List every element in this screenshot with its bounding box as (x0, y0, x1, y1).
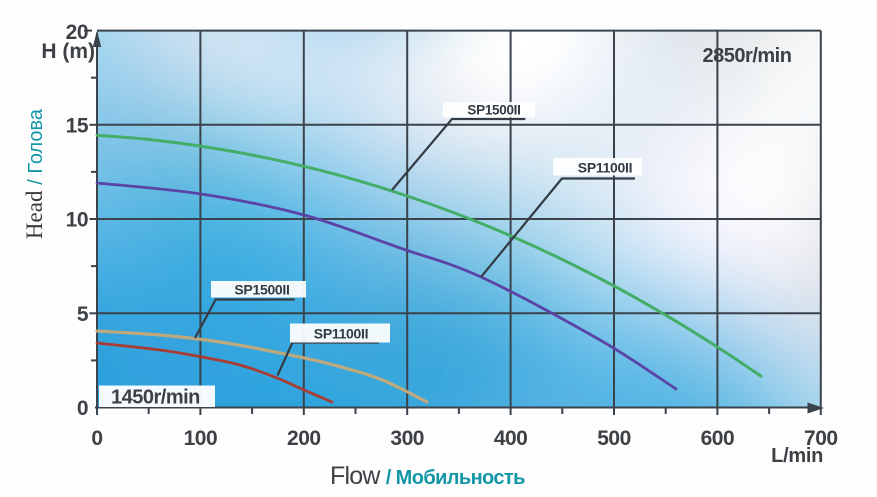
svg-text:1450r/min: 1450r/min (111, 387, 200, 409)
svg-text:10: 10 (66, 209, 88, 232)
svg-text:SP1100II: SP1100II (578, 160, 632, 176)
svg-text:100: 100 (184, 427, 218, 450)
svg-text:500: 500 (597, 427, 631, 450)
svg-text:200: 200 (287, 427, 321, 450)
svg-text:400: 400 (494, 427, 528, 450)
svg-text:5: 5 (77, 303, 89, 326)
svg-text:SP1500II: SP1500II (467, 103, 520, 118)
svg-text:700: 700 (804, 427, 838, 450)
svg-text:2850r/min: 2850r/min (703, 45, 792, 67)
svg-text:0: 0 (77, 397, 88, 420)
svg-text:SP1500II: SP1500II (234, 282, 289, 298)
svg-text:20: 20 (66, 21, 88, 44)
svg-text:SP1100II: SP1100II (314, 326, 368, 342)
svg-text:Flow / Мобильность: Flow / Мобильность (330, 462, 525, 490)
svg-text:15: 15 (66, 115, 89, 138)
svg-text:600: 600 (701, 427, 735, 450)
svg-text:H (m): H (m) (41, 40, 95, 63)
svg-text:0: 0 (91, 427, 102, 450)
svg-text:300: 300 (390, 427, 424, 450)
svg-text:L/min: L/min (771, 445, 823, 467)
svg-text:Head / Голова: Head / Голова (22, 108, 47, 239)
